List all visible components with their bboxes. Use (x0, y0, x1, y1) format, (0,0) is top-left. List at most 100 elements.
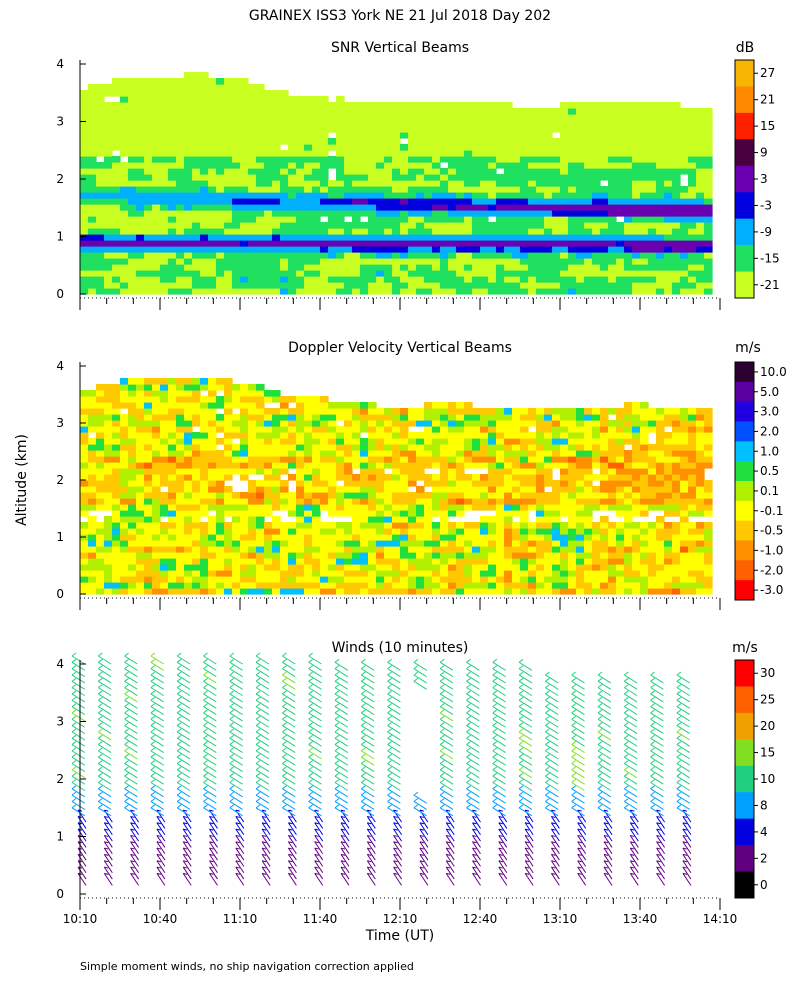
heatmap-cell (424, 120, 433, 127)
heatmap-cell (392, 174, 401, 181)
heatmap-cell (200, 228, 209, 235)
heatmap-cell (352, 150, 361, 157)
heatmap-cell (272, 180, 281, 187)
heatmap-cell (384, 270, 393, 277)
heatmap-cell (472, 444, 481, 451)
heatmap-cell (656, 444, 665, 451)
heatmap-cell (424, 216, 433, 223)
heatmap-cell (160, 426, 169, 433)
heatmap-cell (448, 522, 457, 529)
heatmap-cell (608, 192, 617, 199)
heatmap-cell (624, 282, 633, 289)
heatmap-cell (496, 546, 505, 553)
heatmap-cell (288, 240, 297, 247)
heatmap-cell (264, 486, 273, 493)
heatmap-cell (384, 528, 393, 535)
heatmap-cell (264, 408, 273, 415)
heatmap-cell (336, 150, 345, 157)
heatmap-cell (496, 270, 505, 277)
heatmap-cell (304, 186, 313, 193)
heatmap-cell (464, 528, 473, 535)
heatmap-cell (632, 102, 641, 109)
heatmap-cell (152, 78, 161, 85)
heatmap-cell (568, 174, 577, 181)
heatmap-cell (344, 498, 353, 505)
heatmap-cell (576, 432, 585, 439)
heatmap-cell (608, 126, 617, 133)
heatmap-cell (600, 516, 609, 523)
heatmap-cell (280, 210, 289, 217)
heatmap-cell (128, 546, 137, 553)
heatmap-cell (648, 150, 657, 157)
heatmap-cell (536, 270, 545, 277)
heatmap-cell (520, 468, 529, 475)
heatmap-cell (296, 264, 305, 271)
heatmap-cell (656, 270, 665, 277)
heatmap-cell (232, 402, 241, 409)
heatmap-cell (680, 240, 689, 247)
heatmap-cell (160, 126, 169, 133)
heatmap-cell (504, 468, 513, 475)
heatmap-cell (680, 120, 689, 127)
heatmap-cell (520, 234, 529, 241)
heatmap-cell (648, 108, 657, 115)
heatmap-cell (488, 480, 497, 487)
heatmap-cell (600, 582, 609, 589)
heatmap-cell (552, 432, 561, 439)
heatmap-cell (536, 486, 545, 493)
heatmap-cell (696, 222, 705, 229)
heatmap-cell (88, 102, 97, 109)
heatmap-cell (208, 138, 217, 145)
heatmap-cell (224, 564, 233, 571)
heatmap-cell (376, 480, 385, 487)
heatmap-cell (80, 552, 89, 559)
heatmap-cell (616, 114, 625, 121)
heatmap-cell (400, 168, 409, 175)
heatmap-cell (248, 396, 257, 403)
heatmap-cell (112, 456, 121, 463)
heatmap-cell (256, 120, 265, 127)
heatmap-cell (376, 252, 385, 259)
heatmap-cell (336, 162, 345, 169)
heatmap-cell (392, 474, 401, 481)
heatmap-cell (120, 456, 129, 463)
heatmap-cell (616, 552, 625, 559)
heatmap-cell (632, 474, 641, 481)
heatmap-cell (248, 180, 257, 187)
heatmap-cell (432, 450, 441, 457)
heatmap-cell (400, 180, 409, 187)
heatmap-cell (192, 390, 201, 397)
heatmap-cell (488, 552, 497, 559)
heatmap-cell (264, 558, 273, 565)
heatmap-cell (536, 498, 545, 505)
heatmap-cell (560, 552, 569, 559)
heatmap-cell (600, 444, 609, 451)
heatmap-cell (240, 534, 249, 541)
heatmap-cell (248, 216, 257, 223)
heatmap-cell (216, 210, 225, 217)
heatmap-cell (264, 492, 273, 499)
heatmap-cell (704, 210, 713, 217)
heatmap-cell (248, 540, 257, 547)
heatmap-cell (560, 144, 569, 151)
heatmap-cell (640, 120, 649, 127)
heatmap-cell (656, 288, 665, 295)
heatmap-cell (144, 276, 153, 283)
heatmap-cell (224, 486, 233, 493)
heatmap-cell (600, 174, 609, 181)
heatmap-cell (312, 534, 321, 541)
heatmap-cell (440, 138, 449, 145)
heatmap-cell (632, 138, 641, 145)
heatmap-cell (240, 120, 249, 127)
heatmap-cell (120, 558, 129, 565)
heatmap-cell (504, 516, 513, 523)
heatmap-cell (296, 276, 305, 283)
heatmap-cell (704, 198, 713, 205)
heatmap-cell (704, 108, 713, 115)
heatmap-cell (456, 282, 465, 289)
heatmap-cell (216, 138, 225, 145)
heatmap-cell (104, 204, 113, 211)
heatmap-cell (320, 174, 329, 181)
heatmap-cell (336, 120, 345, 127)
heatmap-cell (184, 402, 193, 409)
